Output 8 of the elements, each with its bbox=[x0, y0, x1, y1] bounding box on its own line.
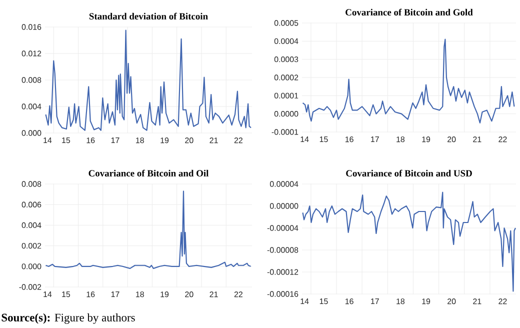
line-series bbox=[302, 192, 516, 292]
chart-title: Covariance of Bitcoin and Gold bbox=[346, 8, 473, 16]
line-series bbox=[45, 190, 252, 270]
chart-title: Covariance of Bitcoin and USD bbox=[346, 170, 472, 177]
text: Source(s): Figure by authors bbox=[2, 313, 135, 324]
line-series bbox=[45, 30, 252, 131]
chart-title: Standard deviation of Bitcoin bbox=[89, 12, 208, 20]
chart-title: Covariance of Bitcoin and Oil bbox=[88, 170, 209, 176]
